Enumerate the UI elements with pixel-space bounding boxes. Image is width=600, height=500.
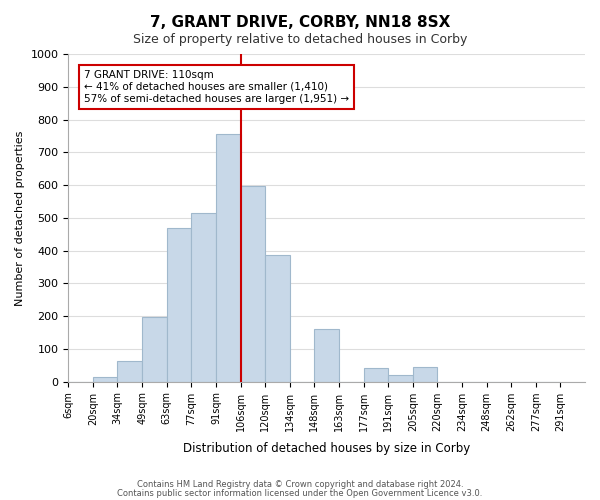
- Bar: [265, 254, 290, 382]
- Text: Size of property relative to detached houses in Corby: Size of property relative to detached ho…: [133, 32, 467, 46]
- Bar: [142, 317, 167, 382]
- Bar: [191, 213, 216, 382]
- Bar: [118, 362, 142, 382]
- Bar: [364, 368, 388, 382]
- X-axis label: Distribution of detached houses by size in Corby: Distribution of detached houses by size …: [183, 442, 470, 455]
- Text: 7 GRANT DRIVE: 110sqm
← 41% of detached houses are smaller (1,410)
57% of semi-d: 7 GRANT DRIVE: 110sqm ← 41% of detached …: [84, 70, 349, 104]
- Bar: [93, 377, 118, 382]
- Bar: [241, 186, 265, 382]
- Bar: [388, 375, 413, 382]
- Y-axis label: Number of detached properties: Number of detached properties: [15, 130, 25, 306]
- Text: 7, GRANT DRIVE, CORBY, NN18 8SX: 7, GRANT DRIVE, CORBY, NN18 8SX: [150, 15, 450, 30]
- Bar: [167, 228, 191, 382]
- Text: Contains public sector information licensed under the Open Government Licence v3: Contains public sector information licen…: [118, 488, 482, 498]
- Bar: [314, 329, 339, 382]
- Text: Contains HM Land Registry data © Crown copyright and database right 2024.: Contains HM Land Registry data © Crown c…: [137, 480, 463, 489]
- Bar: [216, 134, 241, 382]
- Bar: [413, 366, 437, 382]
